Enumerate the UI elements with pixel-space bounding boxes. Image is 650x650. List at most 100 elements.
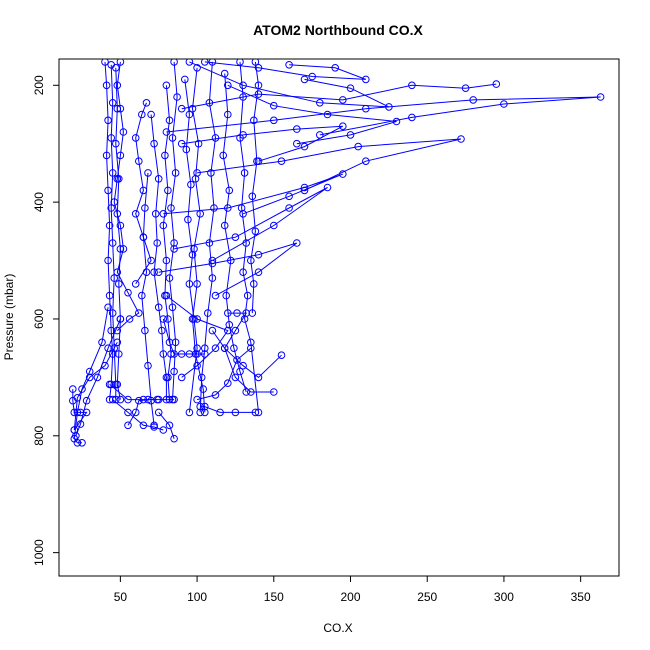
data-point [239, 131, 247, 139]
data-point [119, 128, 128, 136]
data-point [254, 157, 263, 165]
x-tick-label: 100 [187, 590, 207, 604]
data-point [308, 72, 317, 81]
y-tick-label: 1000 [32, 539, 46, 566]
profile-line [168, 61, 178, 400]
data-point [116, 151, 125, 160]
profile-line [184, 79, 198, 413]
profile-line [197, 138, 462, 191]
data-point [104, 303, 112, 312]
profile-line [211, 330, 274, 393]
profile-line [191, 67, 206, 413]
data-point [251, 227, 260, 236]
data-point [316, 99, 324, 107]
data-point [159, 221, 168, 230]
profile-line [222, 73, 247, 393]
data-point [170, 367, 178, 376]
profile-line [135, 102, 152, 285]
data-point [250, 116, 258, 125]
data-point [224, 309, 232, 317]
data-point [193, 169, 201, 177]
data-point [154, 408, 163, 417]
profile-line [158, 412, 175, 439]
data-point [85, 373, 94, 382]
data-point [165, 116, 174, 125]
data-point [177, 373, 186, 382]
data-point [124, 408, 132, 417]
data-point [285, 192, 293, 201]
data-point [193, 315, 201, 323]
data-point [104, 116, 112, 125]
data-point [204, 309, 212, 317]
data-point [285, 61, 293, 69]
data-point [207, 169, 215, 177]
data-point [233, 309, 241, 317]
data-point [247, 344, 255, 353]
data-point [162, 128, 171, 136]
data-point [231, 408, 240, 417]
data-point [112, 395, 120, 404]
data-point [196, 408, 204, 417]
profile-line [166, 96, 601, 136]
data-point [185, 59, 194, 66]
data-point [285, 204, 293, 212]
profile-line [162, 85, 172, 400]
data-point [78, 439, 86, 447]
data-point [104, 256, 112, 265]
y-tick-label: 800 [32, 425, 46, 445]
data-point [138, 291, 146, 300]
x-tick-label: 200 [340, 590, 360, 604]
profile-line [181, 83, 497, 110]
data-point [219, 151, 227, 160]
data-point [78, 385, 86, 393]
data-point [500, 100, 508, 108]
data-point [139, 421, 148, 430]
data-point [105, 291, 114, 300]
data-point [124, 395, 132, 404]
data-point [139, 186, 148, 195]
data-point [225, 321, 234, 329]
data-point [230, 344, 238, 353]
data-point [113, 210, 122, 218]
profile-line [239, 61, 259, 413]
data-point [331, 64, 340, 72]
data-point [168, 134, 177, 142]
data-point [135, 309, 143, 317]
data-point [240, 169, 249, 177]
data-point [236, 59, 244, 66]
data-point [154, 175, 163, 183]
data-point [162, 291, 171, 300]
data-point [346, 131, 355, 139]
data-point [167, 204, 175, 212]
data-point [300, 75, 309, 84]
data-point [270, 388, 278, 396]
data-point [141, 326, 149, 335]
data-point [181, 75, 189, 84]
data-point [119, 245, 128, 253]
data-point [239, 210, 247, 218]
data-point [339, 170, 347, 178]
data-point [151, 210, 160, 218]
x-tick-label: 350 [571, 590, 591, 604]
data-point [300, 142, 309, 151]
data-point [239, 268, 247, 277]
data-point [144, 395, 152, 404]
data-point [168, 395, 177, 404]
data-point [210, 204, 218, 212]
data-point [107, 204, 115, 212]
x-tick-label: 300 [494, 590, 514, 604]
x-tick-label: 250 [417, 590, 437, 604]
data-point [135, 157, 143, 165]
data-point [165, 421, 174, 430]
data-point [116, 221, 125, 230]
data-point [82, 408, 91, 417]
data-point [457, 135, 465, 143]
data-point [159, 426, 168, 434]
data-point [270, 101, 278, 110]
data-point [147, 256, 155, 265]
data-point [102, 81, 111, 90]
data-point [254, 268, 263, 277]
data-point [102, 151, 111, 160]
y-tick-label: 600 [32, 309, 46, 329]
data-point [254, 90, 263, 98]
